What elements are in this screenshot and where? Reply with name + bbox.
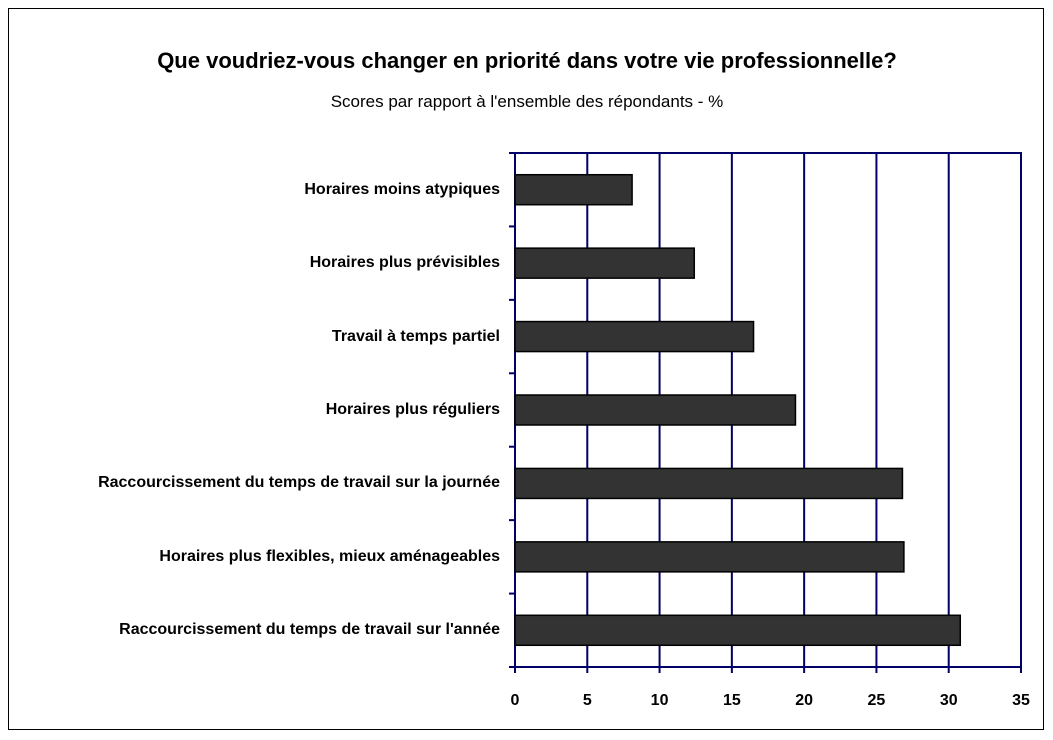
bar [514, 614, 962, 647]
x-tick-label: 25 [868, 692, 886, 709]
y-tick-label: Horaires moins atypiques [304, 180, 500, 198]
x-tick-label: 10 [651, 692, 669, 709]
y-tick-label: Horaires plus prévisibles [309, 254, 500, 272]
category-label-box: Horaires plus prévisibles [30, 251, 500, 275]
x-tick-label: 0 [511, 692, 520, 709]
y-tick-label: Raccourcissement du temps de travail sur… [98, 474, 500, 492]
bar [514, 467, 904, 500]
chart-title: Que voudriez-vous changer en priorité da… [157, 48, 897, 73]
category-label-box: Raccourcissement du temps de travail sur… [30, 471, 500, 495]
y-tick-label: Horaires plus flexibles, mieux aménageab… [159, 547, 500, 565]
bar [514, 541, 905, 573]
y-tick-label: Horaires plus réguliers [325, 401, 500, 418]
bar [514, 320, 755, 353]
chart-subtitle: Scores par rapport à l'ensemble des répo… [330, 92, 724, 111]
category-label-box: Raccourcissement du temps de travail sur… [30, 618, 500, 642]
chart-frame [8, 8, 1044, 730]
bar [514, 247, 696, 279]
bar [514, 394, 797, 426]
x-tick-label: 15 [723, 692, 741, 709]
category-label-box: Horaires plus réguliers [30, 398, 500, 422]
y-tick-label: Raccourcissement du temps de travail sur… [119, 621, 500, 639]
title-block: Que voudriez-vous changer en priorité da… [137, 42, 917, 122]
category-label-box: Travail à temps partiel [30, 325, 500, 349]
x-tick-label: 30 [940, 692, 958, 709]
category-label-box: Horaires moins atypiques [30, 178, 500, 202]
y-tick-label: Travail à temps partiel [331, 327, 500, 345]
bar [514, 173, 633, 206]
x-tick-label: 20 [795, 692, 813, 709]
x-tick-label: 5 [583, 692, 592, 709]
x-tick-label: 35 [1012, 692, 1030, 709]
category-label-box: Horaires plus flexibles, mieux aménageab… [30, 545, 500, 569]
